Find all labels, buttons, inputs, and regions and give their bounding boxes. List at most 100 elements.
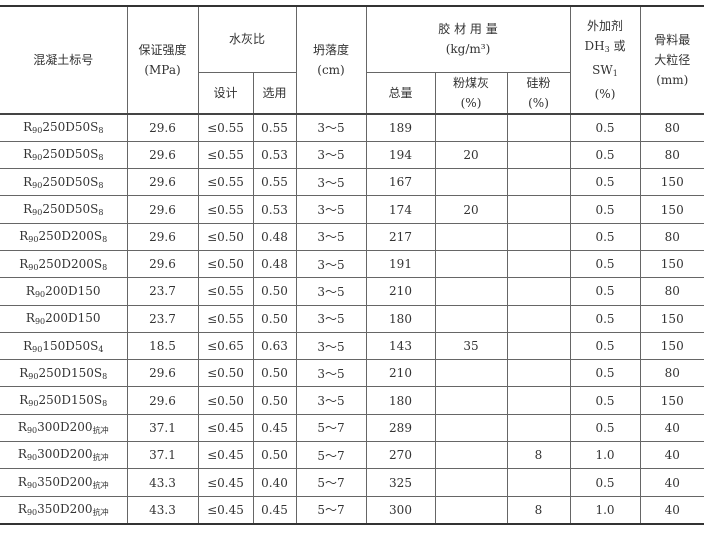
cell-design: ≤0.45 (197, 441, 254, 470)
cell-agg: 40 (639, 468, 704, 497)
table-row: R90250D150S8 29.6 ≤0.50 0.50 3～5 180 0.5 150 (0, 386, 704, 415)
cell-strength: 43.3 (126, 495, 199, 525)
cell-total: 180 (365, 386, 436, 415)
cell-agg: 150 (639, 168, 704, 197)
table-row: R90250D200S8 29.6 ≤0.50 0.48 3～5 217 0.5 80 (0, 222, 704, 251)
cell-design: ≤0.50 (197, 386, 254, 415)
cell-agg: 80 (639, 277, 704, 306)
header-wc-used: 选用 (252, 71, 297, 114)
cell-silica (506, 168, 571, 197)
cell-admix: 0.5 (569, 359, 641, 388)
cell-total: 210 (365, 277, 436, 306)
cell-grade: R90250D150S8 (0, 386, 128, 415)
cell-strength: 29.6 (126, 195, 199, 224)
table-row: R90250D150S8 29.6 ≤0.50 0.50 3～5 210 0.5 80 (0, 359, 704, 388)
cell-total: 217 (365, 222, 436, 251)
cell-admix: 0.5 (569, 168, 641, 197)
cell-used: 0.50 (252, 386, 297, 415)
cell-design: ≤0.55 (197, 140, 254, 170)
cell-strength: 23.7 (126, 304, 199, 333)
cell-used: 0.50 (252, 304, 297, 333)
cell-silica (506, 222, 571, 251)
cell-agg: 150 (639, 249, 704, 279)
cell-used: 0.55 (252, 168, 297, 197)
cell-admix: 0.5 (569, 222, 641, 251)
header-strength: 保证强度 (MPa) (126, 5, 199, 114)
cell-flyash (434, 441, 508, 470)
header-silica: 硅粉 (%) (506, 71, 570, 114)
cell-flyash (434, 168, 508, 197)
cell-slump: 3～5 (295, 359, 367, 388)
table-row: R90250D50S8 29.6 ≤0.55 0.53 3～5 194 20 0.5 80 (0, 140, 704, 170)
cell-agg: 150 (639, 195, 704, 224)
cell-used: 0.53 (252, 195, 297, 224)
cell-total: 325 (365, 468, 436, 497)
cell-used: 0.50 (252, 441, 297, 470)
cell-total: 180 (365, 304, 436, 333)
cell-total: 289 (365, 413, 436, 443)
cell-admix: 0.5 (569, 413, 641, 443)
cell-grade: R90150D50S4 (0, 331, 128, 361)
cell-admix: 1.0 (569, 495, 641, 525)
cell-grade: R90200D150 (0, 304, 128, 333)
cell-flyash (434, 249, 508, 279)
cell-slump: 3～5 (295, 168, 367, 197)
cell-slump: 3～5 (295, 304, 367, 333)
cell-strength: 29.6 (126, 359, 199, 388)
cell-grade: R90250D50S8 (0, 140, 128, 170)
cell-silica (506, 468, 571, 497)
cell-grade: R90300D200抗冲 (0, 413, 128, 443)
cell-agg: 150 (639, 386, 704, 415)
cell-silica: 8 (506, 441, 571, 470)
cell-design: ≤0.65 (197, 331, 254, 361)
cell-grade: R90250D200S8 (0, 222, 128, 251)
cell-slump: 3～5 (295, 222, 367, 251)
cell-flyash: 20 (434, 140, 508, 170)
cell-silica (506, 413, 571, 443)
cell-admix: 0.5 (569, 195, 641, 224)
cell-strength: 37.1 (126, 413, 199, 443)
cell-admix: 1.0 (569, 441, 641, 470)
cell-design: ≤0.45 (197, 413, 254, 443)
cell-admix: 0.5 (569, 112, 641, 142)
cell-agg: 40 (639, 413, 704, 443)
cell-silica (506, 249, 571, 279)
concrete-mix-table: 混凝土标号 保证强度 (MPa) 水灰比 坍落度 (cm) 胶 材 用 量 (kg/m… (0, 5, 704, 525)
cell-used: 0.50 (252, 359, 297, 388)
cell-silica: 8 (506, 495, 571, 525)
cell-total: 174 (365, 195, 436, 224)
table-row: R90250D50S8 29.6 ≤0.55 0.55 3～5 167 0.5 150 (0, 168, 704, 197)
table-row: R90250D200S8 29.6 ≤0.50 0.48 3～5 191 0.5 150 (0, 249, 704, 279)
table-row: R90200D150 23.7 ≤0.55 0.50 3～5 210 0.5 80 (0, 277, 704, 306)
table-row: R90250D50S8 29.6 ≤0.55 0.53 3～5 174 20 0.5 150 (0, 195, 704, 224)
table-row: R90250D50S8 29.6 ≤0.55 0.55 3～5 189 0.5 80 (0, 112, 704, 142)
cell-flyash (434, 359, 508, 388)
cell-total: 300 (365, 495, 436, 525)
cell-agg: 80 (639, 359, 704, 388)
cell-strength: 29.6 (126, 222, 199, 251)
cell-strength: 29.6 (126, 386, 199, 415)
cell-slump: 5～7 (295, 495, 367, 525)
cell-agg: 80 (639, 222, 704, 251)
header-grade: 混凝土标号 (0, 5, 128, 114)
cell-grade: R90250D50S8 (0, 195, 128, 224)
cell-agg: 80 (639, 112, 704, 142)
cell-flyash (434, 222, 508, 251)
cell-silica (506, 304, 571, 333)
cell-strength: 18.5 (126, 331, 199, 361)
cell-grade: R90350D200抗冲 (0, 468, 128, 497)
cell-slump: 3～5 (295, 195, 367, 224)
cell-grade: R90250D50S8 (0, 112, 128, 142)
cell-agg: 150 (639, 304, 704, 333)
cell-grade: R90350D200抗冲 (0, 495, 128, 525)
cell-used: 0.63 (252, 331, 297, 361)
cell-design: ≤0.55 (197, 277, 254, 306)
cell-silica (506, 112, 571, 142)
header-wc: 水灰比 (197, 5, 297, 73)
cell-agg: 150 (639, 331, 704, 361)
cell-used: 0.48 (252, 222, 297, 251)
cell-grade: R90250D150S8 (0, 359, 128, 388)
cell-agg: 40 (639, 495, 704, 525)
cell-agg: 80 (639, 140, 704, 170)
table-row: R90300D200抗冲 37.1 ≤0.45 0.45 5～7 289 0.5 40 (0, 413, 704, 443)
